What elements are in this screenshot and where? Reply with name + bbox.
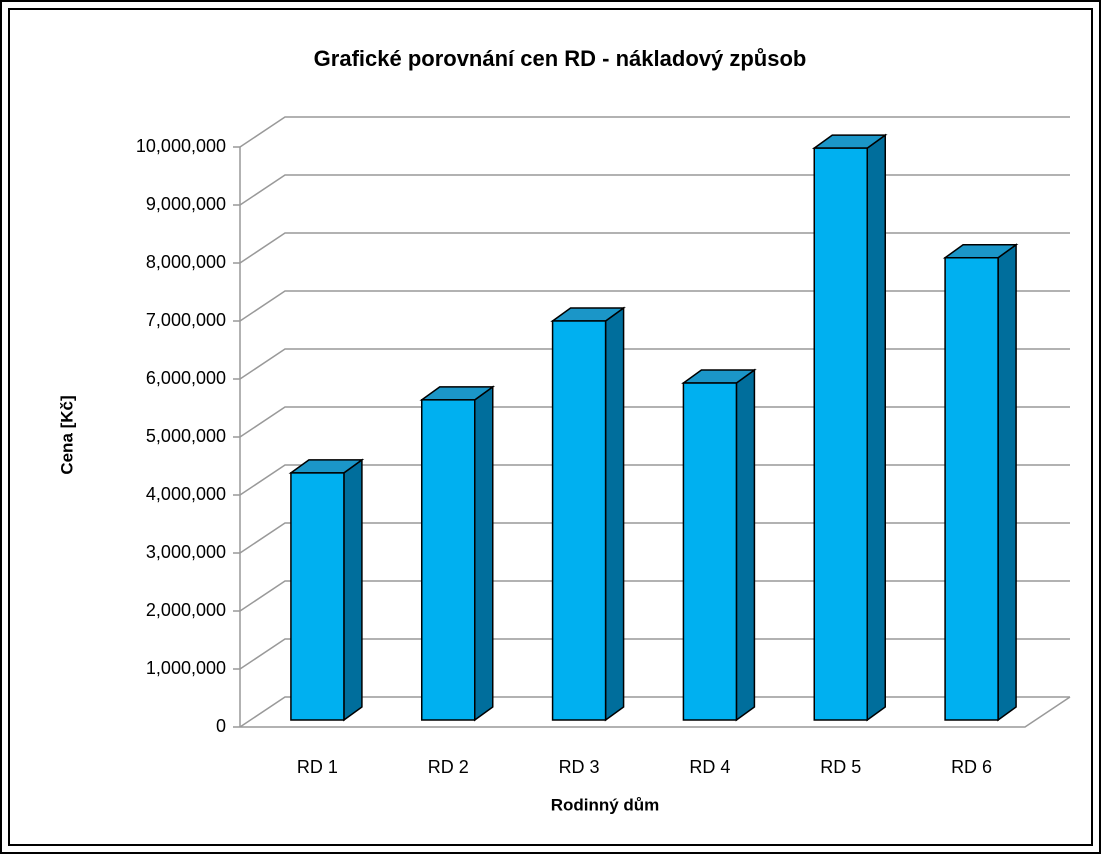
x-tick-label: RD 1 [297,757,338,777]
bar-side [997,243,1017,722]
grid-line [239,638,1070,670]
bar [421,399,476,721]
grid-line [239,174,1070,206]
y-tick-label: 10,000,000 [136,136,226,156]
bar [682,382,738,721]
x-tick-label: RD 4 [689,757,730,777]
x-tick-label: RD 5 [820,757,861,777]
y-tick-label: 7,000,000 [146,310,226,330]
bar-side [866,133,886,722]
bar-side [735,368,756,722]
grid-line [239,580,1070,612]
bar [290,472,345,721]
x-tick-label: RD 6 [951,757,992,777]
bar-side [343,458,363,722]
y-tick-label: 6,000,000 [146,368,226,388]
grid-line [239,464,1070,496]
x-tick-label: RD 2 [428,757,469,777]
grid-line [239,522,1070,554]
floor [240,696,1071,728]
inner-frame [8,8,1093,846]
bar [551,320,607,721]
y-tick-label: 3,000,000 [146,542,226,562]
x-axis-title: Rodinný dům [551,795,660,814]
grid-line [239,232,1070,264]
bar [944,256,999,721]
x-tick-label: RD 3 [559,757,600,777]
y-tick-label: 9,000,000 [146,194,226,214]
grid-line [239,696,1070,728]
y-axis-title: Cena [Kč] [57,395,76,474]
bar-side [604,306,625,722]
chart-title: Grafické porovnání cen RD - nákladový zp… [314,46,807,71]
bar-side [474,385,494,722]
grid-line [239,116,1070,148]
y-tick-label: 0 [216,716,226,736]
y-tick-label: 8,000,000 [146,252,226,272]
bar [813,147,868,721]
grid-line [239,290,1070,322]
grid-line [239,348,1070,380]
y-tick-label: 1,000,000 [146,658,226,678]
y-tick-label: 2,000,000 [146,600,226,620]
grid-line [239,406,1070,438]
y-tick-label: 4,000,000 [146,484,226,504]
y-tick-label: 5,000,000 [146,426,226,446]
